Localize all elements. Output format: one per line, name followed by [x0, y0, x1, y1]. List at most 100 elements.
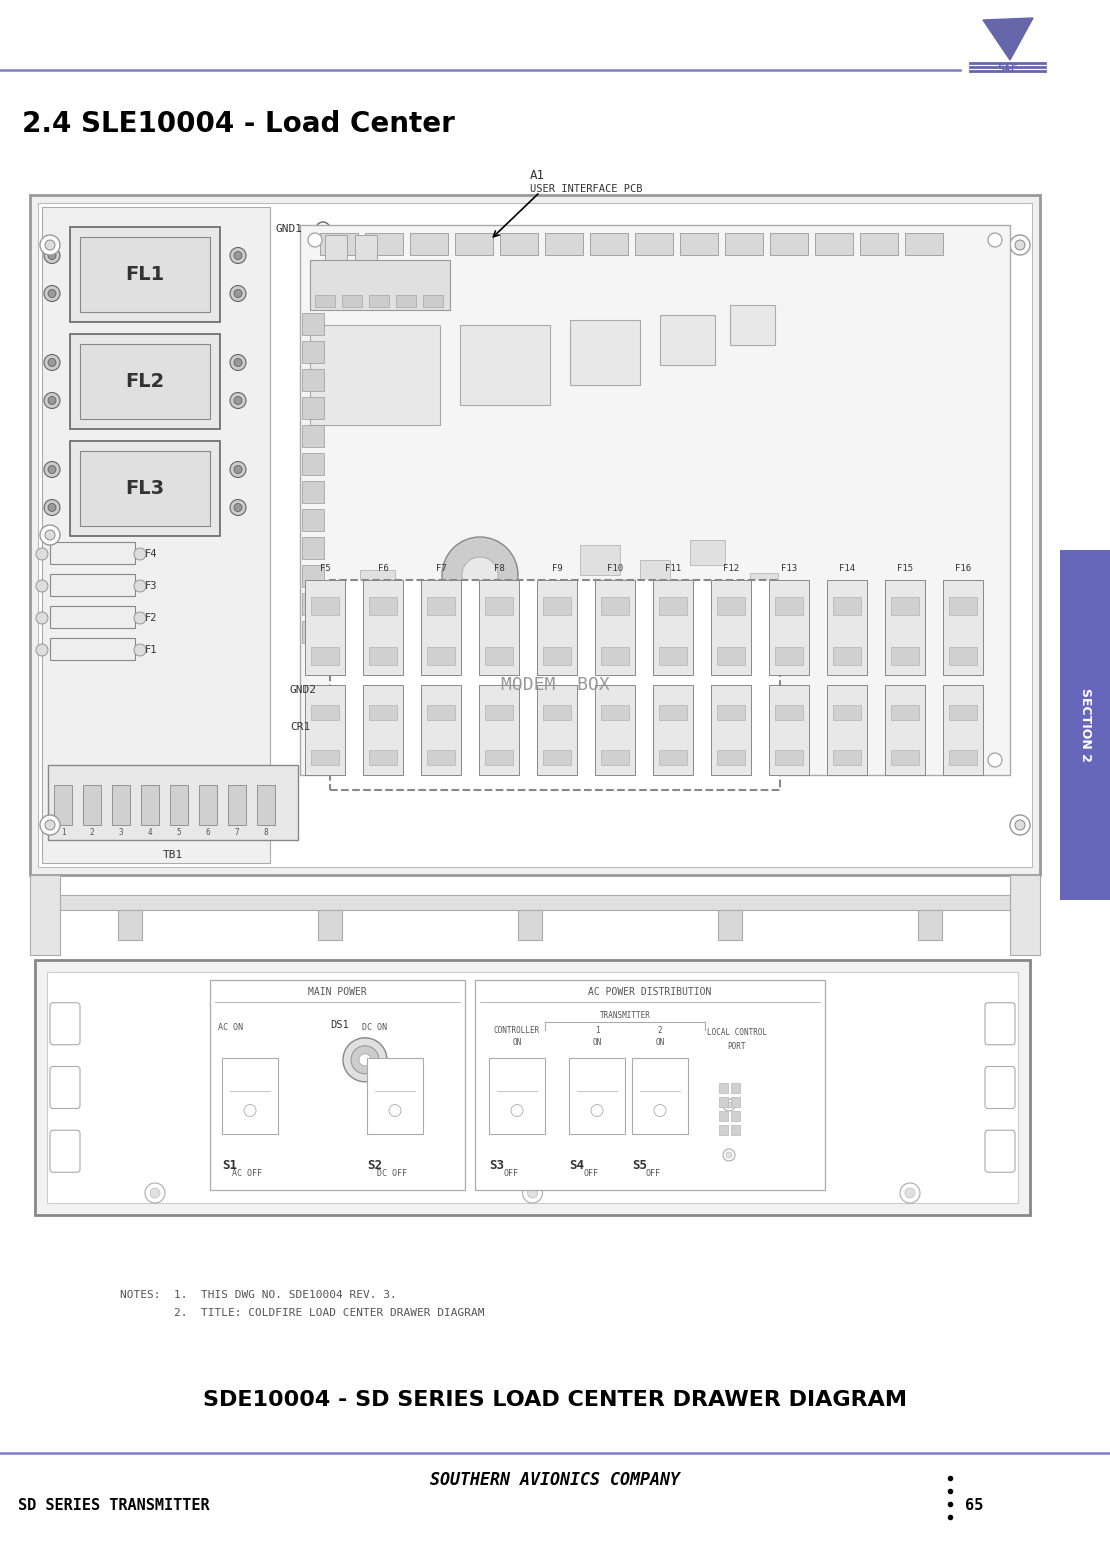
Bar — [659, 749, 687, 765]
Bar — [731, 1125, 740, 1134]
Circle shape — [46, 820, 56, 830]
Circle shape — [46, 240, 56, 249]
Bar — [70, 441, 220, 536]
Bar — [427, 647, 455, 665]
Bar — [730, 305, 775, 344]
Bar — [420, 731, 465, 760]
Bar — [423, 294, 443, 307]
Text: F3: F3 — [145, 581, 158, 590]
Circle shape — [352, 714, 388, 749]
Bar — [832, 647, 861, 665]
FancyBboxPatch shape — [985, 1003, 1015, 1045]
Circle shape — [40, 525, 60, 545]
Bar — [485, 647, 513, 665]
Circle shape — [36, 643, 48, 656]
Bar — [112, 785, 130, 826]
Text: SD SERIES TRANSMITTER: SD SERIES TRANSMITTER — [18, 1497, 210, 1513]
Circle shape — [988, 753, 1002, 767]
Bar — [80, 237, 210, 312]
Text: OFF: OFF — [646, 1168, 660, 1178]
Bar — [302, 453, 324, 475]
Bar — [571, 319, 640, 385]
Text: 65: 65 — [965, 1497, 983, 1513]
Text: S2: S2 — [367, 1159, 382, 1172]
Circle shape — [230, 461, 246, 477]
Bar — [490, 1058, 545, 1134]
Bar — [50, 573, 135, 597]
Bar — [775, 749, 803, 765]
Text: 1: 1 — [595, 1027, 599, 1035]
Bar — [640, 731, 685, 760]
Bar — [543, 597, 571, 615]
Bar — [815, 234, 852, 256]
Bar — [302, 538, 324, 559]
Bar — [141, 785, 159, 826]
Circle shape — [527, 1189, 537, 1198]
Circle shape — [1010, 235, 1030, 256]
Bar — [54, 785, 72, 826]
Text: TRANSMITTER: TRANSMITTER — [599, 1011, 650, 1019]
Circle shape — [361, 723, 379, 742]
Text: F16: F16 — [955, 564, 971, 573]
Text: F13: F13 — [781, 564, 797, 573]
Text: 1: 1 — [61, 827, 65, 837]
Bar — [369, 706, 397, 720]
Bar — [355, 235, 377, 280]
Circle shape — [905, 1189, 915, 1198]
Bar — [653, 686, 693, 774]
Text: F2: F2 — [145, 612, 158, 623]
Bar — [635, 234, 673, 256]
Bar — [543, 647, 571, 665]
Bar — [342, 294, 362, 307]
Bar — [50, 542, 135, 564]
Bar — [581, 545, 620, 575]
Text: CR1: CR1 — [290, 721, 311, 732]
Text: DS1: DS1 — [331, 1020, 350, 1030]
Bar — [455, 234, 493, 256]
Text: ON: ON — [513, 1038, 522, 1047]
Circle shape — [342, 687, 349, 693]
Circle shape — [230, 500, 246, 516]
Text: ON: ON — [593, 1038, 602, 1047]
Text: 5: 5 — [176, 827, 181, 837]
Circle shape — [230, 285, 246, 302]
Circle shape — [1010, 815, 1030, 835]
Bar — [731, 1111, 740, 1122]
Bar — [199, 785, 216, 826]
Circle shape — [134, 580, 147, 592]
Bar — [690, 541, 725, 566]
Circle shape — [900, 1183, 920, 1203]
Bar — [944, 580, 983, 675]
Bar — [302, 594, 324, 615]
Bar — [80, 450, 210, 527]
Circle shape — [1015, 240, 1025, 249]
Circle shape — [44, 393, 60, 408]
Text: OFF: OFF — [503, 1168, 518, 1178]
Text: AC OFF: AC OFF — [232, 1168, 262, 1178]
Bar — [949, 706, 977, 720]
Circle shape — [134, 643, 147, 656]
Text: 8: 8 — [264, 827, 269, 837]
Bar — [415, 584, 440, 605]
Text: LOCAL CONTROL: LOCAL CONTROL — [707, 1028, 767, 1038]
Circle shape — [44, 461, 60, 477]
Bar — [719, 1111, 728, 1122]
Circle shape — [654, 1105, 666, 1117]
Bar — [775, 647, 803, 665]
Circle shape — [48, 251, 56, 260]
Bar — [258, 785, 275, 826]
Text: F8: F8 — [494, 564, 504, 573]
Bar — [891, 597, 919, 615]
Bar — [537, 686, 577, 774]
Circle shape — [134, 548, 147, 559]
Bar — [591, 234, 628, 256]
Bar — [311, 647, 339, 665]
Bar — [302, 509, 324, 531]
Bar — [222, 1058, 278, 1134]
Circle shape — [244, 1105, 256, 1117]
Text: F5: F5 — [320, 564, 331, 573]
Bar — [712, 686, 751, 774]
Bar — [918, 910, 942, 939]
Circle shape — [40, 235, 60, 256]
Text: AC ON: AC ON — [218, 1022, 242, 1031]
